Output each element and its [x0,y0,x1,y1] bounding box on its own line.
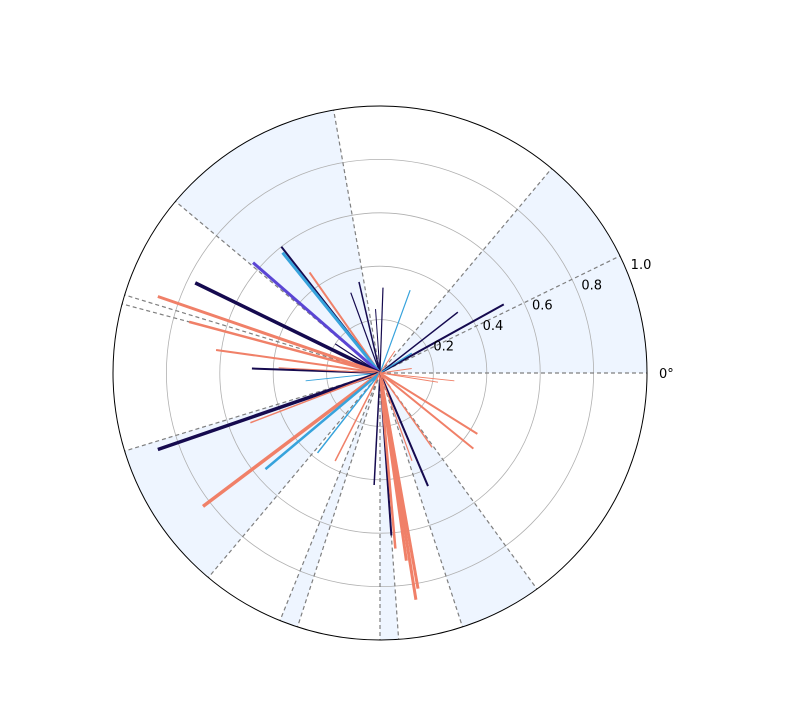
spoke-4 [379,287,384,374]
spoke-13 [334,343,381,374]
boundary-line-13 [379,372,464,628]
spoke-31 [378,372,420,589]
shaded-sector-2 [124,373,381,578]
r-tick-label-0: 0.2 [433,340,454,355]
data-spokes [157,246,505,601]
radial-tick-labels: 0.2 0.4 0.6 0.8 1.0 [433,258,651,355]
shaded-sector-0 [380,168,647,373]
shaded-sector-3 [279,373,380,627]
spoke-10 [281,251,382,374]
spoke-23 [264,372,381,471]
spoke-36 [379,372,478,435]
spoke-6 [358,281,381,374]
boundary-line-2 [379,168,553,374]
spoke-34 [379,372,433,448]
r-tick-label-3: 0.8 [581,278,602,293]
spoke-38 [379,372,439,383]
spoke-24 [316,372,381,454]
spoke-5 [375,309,381,374]
boundary-line-9 [279,372,381,621]
boundary-line-3 [333,109,381,374]
spoke-1 [379,311,459,374]
spoke-40 [379,350,396,374]
spoke-21 [250,372,381,424]
spoke-18 [278,367,381,374]
spoke-12 [194,281,381,375]
spoke-7 [350,292,381,374]
spoke-15 [188,320,381,375]
boundary-line-5 [124,294,381,374]
shaded-sector-5 [380,373,537,627]
spoke-3 [379,289,411,374]
spoke-33 [379,372,413,462]
spoke-11 [252,261,381,375]
spoke-2 [379,352,413,374]
boundary-line-14 [379,372,538,590]
spoke-22 [201,371,382,508]
boundary-line-10 [296,372,381,628]
polar-frame [112,105,648,641]
spoke-35 [379,372,475,450]
spoke-19 [305,372,381,382]
spoke-0 [379,303,505,374]
spoke-26 [373,372,381,486]
boundary-line-1 [379,255,621,374]
r-tick-label-1: 0.4 [483,319,504,334]
grid-circle-2 [219,212,541,534]
spoke-25 [334,372,381,462]
spoke-39 [379,368,412,374]
r-tick-label-4: 1.0 [631,258,652,273]
theta-tick-label: 0° [659,367,674,382]
spoke-20 [157,371,381,452]
spoke-32 [379,372,429,487]
shaded-sectors [124,110,647,640]
r-tick-label-2: 0.6 [532,299,553,314]
spoke-37 [379,372,455,382]
spoke-14 [157,295,381,375]
grid-circle-0 [326,319,434,427]
boundary-line-8 [207,372,381,578]
spoke-28 [378,372,397,549]
spoke-16 [215,348,381,374]
